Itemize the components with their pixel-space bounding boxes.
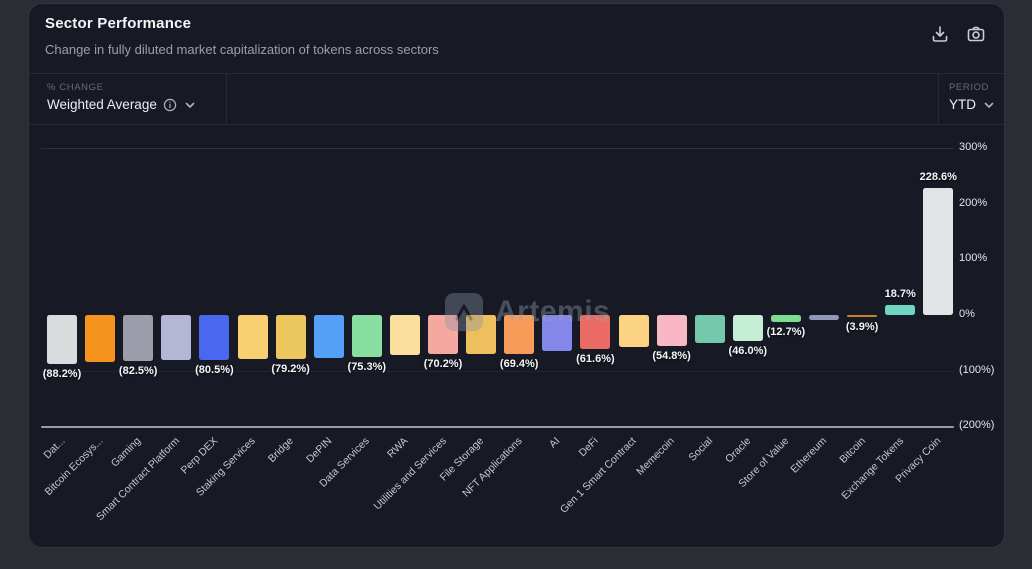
x-axis-label: AI	[547, 435, 563, 451]
download-icon[interactable]	[930, 24, 950, 44]
x-axis-label: DeFi	[576, 435, 601, 460]
sector-performance-card: Sector Performance Change in fully dilut…	[28, 3, 1005, 548]
x-axis-label: Dat...	[41, 435, 68, 462]
metric-value: Weighted Average	[47, 97, 157, 112]
bar-value-label: (88.2%)	[42, 368, 82, 381]
bar-value-label: (54.8%)	[652, 349, 691, 362]
x-axis-label: Memecoin	[634, 435, 678, 478]
x-axis-label: Bridge	[266, 435, 297, 465]
bar-value-label: (82.5%)	[118, 364, 158, 377]
chevron-down-icon	[183, 98, 197, 112]
metric-dropdown[interactable]: Weighted Average	[47, 97, 208, 112]
bar-depin[interactable]	[313, 315, 344, 358]
control-bar-spacer	[227, 74, 938, 124]
bar-value-label: 228.6%	[919, 170, 957, 183]
bar-value-label: (70.2%)	[423, 358, 463, 371]
y-axis-tick-label: 0%	[959, 308, 975, 320]
x-axis-label: Ethereum	[788, 435, 830, 476]
metric-control: % CHANGE Weighted Average	[29, 74, 227, 124]
bar-utilities-and-services[interactable]	[428, 315, 458, 355]
x-axis-label: Bitcoin	[836, 435, 868, 466]
bar-value-label: (3.9%)	[845, 321, 879, 334]
camera-icon[interactable]	[966, 24, 986, 44]
bar-bitcoin-ecosys[interactable]	[85, 315, 116, 363]
x-axis-label: RWA	[384, 435, 411, 461]
bar-value-label: (75.3%)	[347, 360, 387, 373]
page-subtitle: Change in fully diluted market capitaliz…	[45, 42, 439, 57]
bar-rwa[interactable]	[389, 315, 420, 356]
bar-perp-dex[interactable]	[199, 315, 230, 360]
bar-dat[interactable]	[47, 315, 77, 365]
bar-smart-contract-platform[interactable]	[161, 315, 192, 361]
page-title: Sector Performance	[45, 15, 192, 32]
gridline-300	[41, 148, 954, 149]
x-axis-label: Social	[686, 435, 716, 464]
bar-ai[interactable]	[542, 315, 573, 352]
y-axis-tick-label: (100%)	[959, 364, 995, 376]
bar-gen-1-smart-contract[interactable]	[618, 315, 649, 348]
bar-oracle[interactable]	[732, 315, 763, 341]
control-bar: % CHANGE Weighted Average PERIOD YTD	[29, 73, 1004, 125]
period-control: PERIOD YTD	[938, 74, 1004, 124]
chevron-down-icon	[982, 98, 996, 112]
gridline-100	[41, 371, 954, 372]
bar-defi[interactable]	[580, 315, 611, 350]
bar-privacy-coin[interactable]	[923, 187, 954, 315]
y-axis-tick-label: (200%)	[959, 419, 995, 431]
x-axis-label: Gen 1 Smart Contract	[558, 435, 639, 516]
x-axis-label: Oracle	[722, 435, 754, 466]
bar-chart: Artemis 300% 200% 100% 0% (100%) (200%) (88.2%…	[29, 125, 1004, 547]
x-axis-line	[41, 426, 954, 428]
bar-store-of-value[interactable]	[770, 315, 801, 323]
bar-staking-services[interactable]	[237, 315, 268, 360]
period-value: YTD	[949, 97, 976, 112]
bar-value-label: (61.6%)	[576, 353, 615, 366]
bar-value-label: (12.7%)	[766, 326, 806, 339]
y-axis-tick-label: 100%	[959, 252, 988, 264]
bar-value-label: 18.7%	[884, 287, 916, 300]
bar-data-services[interactable]	[351, 315, 382, 357]
bar-value-label: (80.5%)	[195, 363, 234, 376]
bar-social[interactable]	[694, 315, 725, 343]
bar-nft-applications[interactable]	[504, 315, 535, 354]
bar-bitcoin[interactable]	[847, 315, 878, 318]
card-header: Sector Performance Change in fully dilut…	[29, 4, 1004, 73]
y-axis-tick-label: 300%	[959, 141, 988, 153]
bar-ethereum[interactable]	[809, 315, 839, 320]
bar-gaming[interactable]	[123, 315, 154, 361]
bar-value-label: (46.0%)	[728, 344, 768, 357]
period-label: PERIOD	[949, 82, 990, 93]
x-axis-label: DePIN	[303, 435, 335, 466]
info-icon[interactable]	[163, 98, 177, 112]
metric-label: % CHANGE	[47, 82, 104, 93]
bar-bridge[interactable]	[275, 315, 306, 360]
bar-exchange-tokens[interactable]	[885, 304, 916, 315]
bar-file-storage[interactable]	[466, 315, 497, 354]
header-actions	[930, 24, 986, 44]
period-dropdown[interactable]: YTD	[949, 97, 994, 112]
bar-value-label: (69.4%)	[499, 357, 539, 370]
bar-memecoin[interactable]	[656, 315, 687, 346]
x-axis-label: Gaming	[109, 435, 144, 470]
y-axis-tick-label: 200%	[959, 197, 988, 209]
bar-value-label: (79.2%)	[271, 363, 310, 376]
